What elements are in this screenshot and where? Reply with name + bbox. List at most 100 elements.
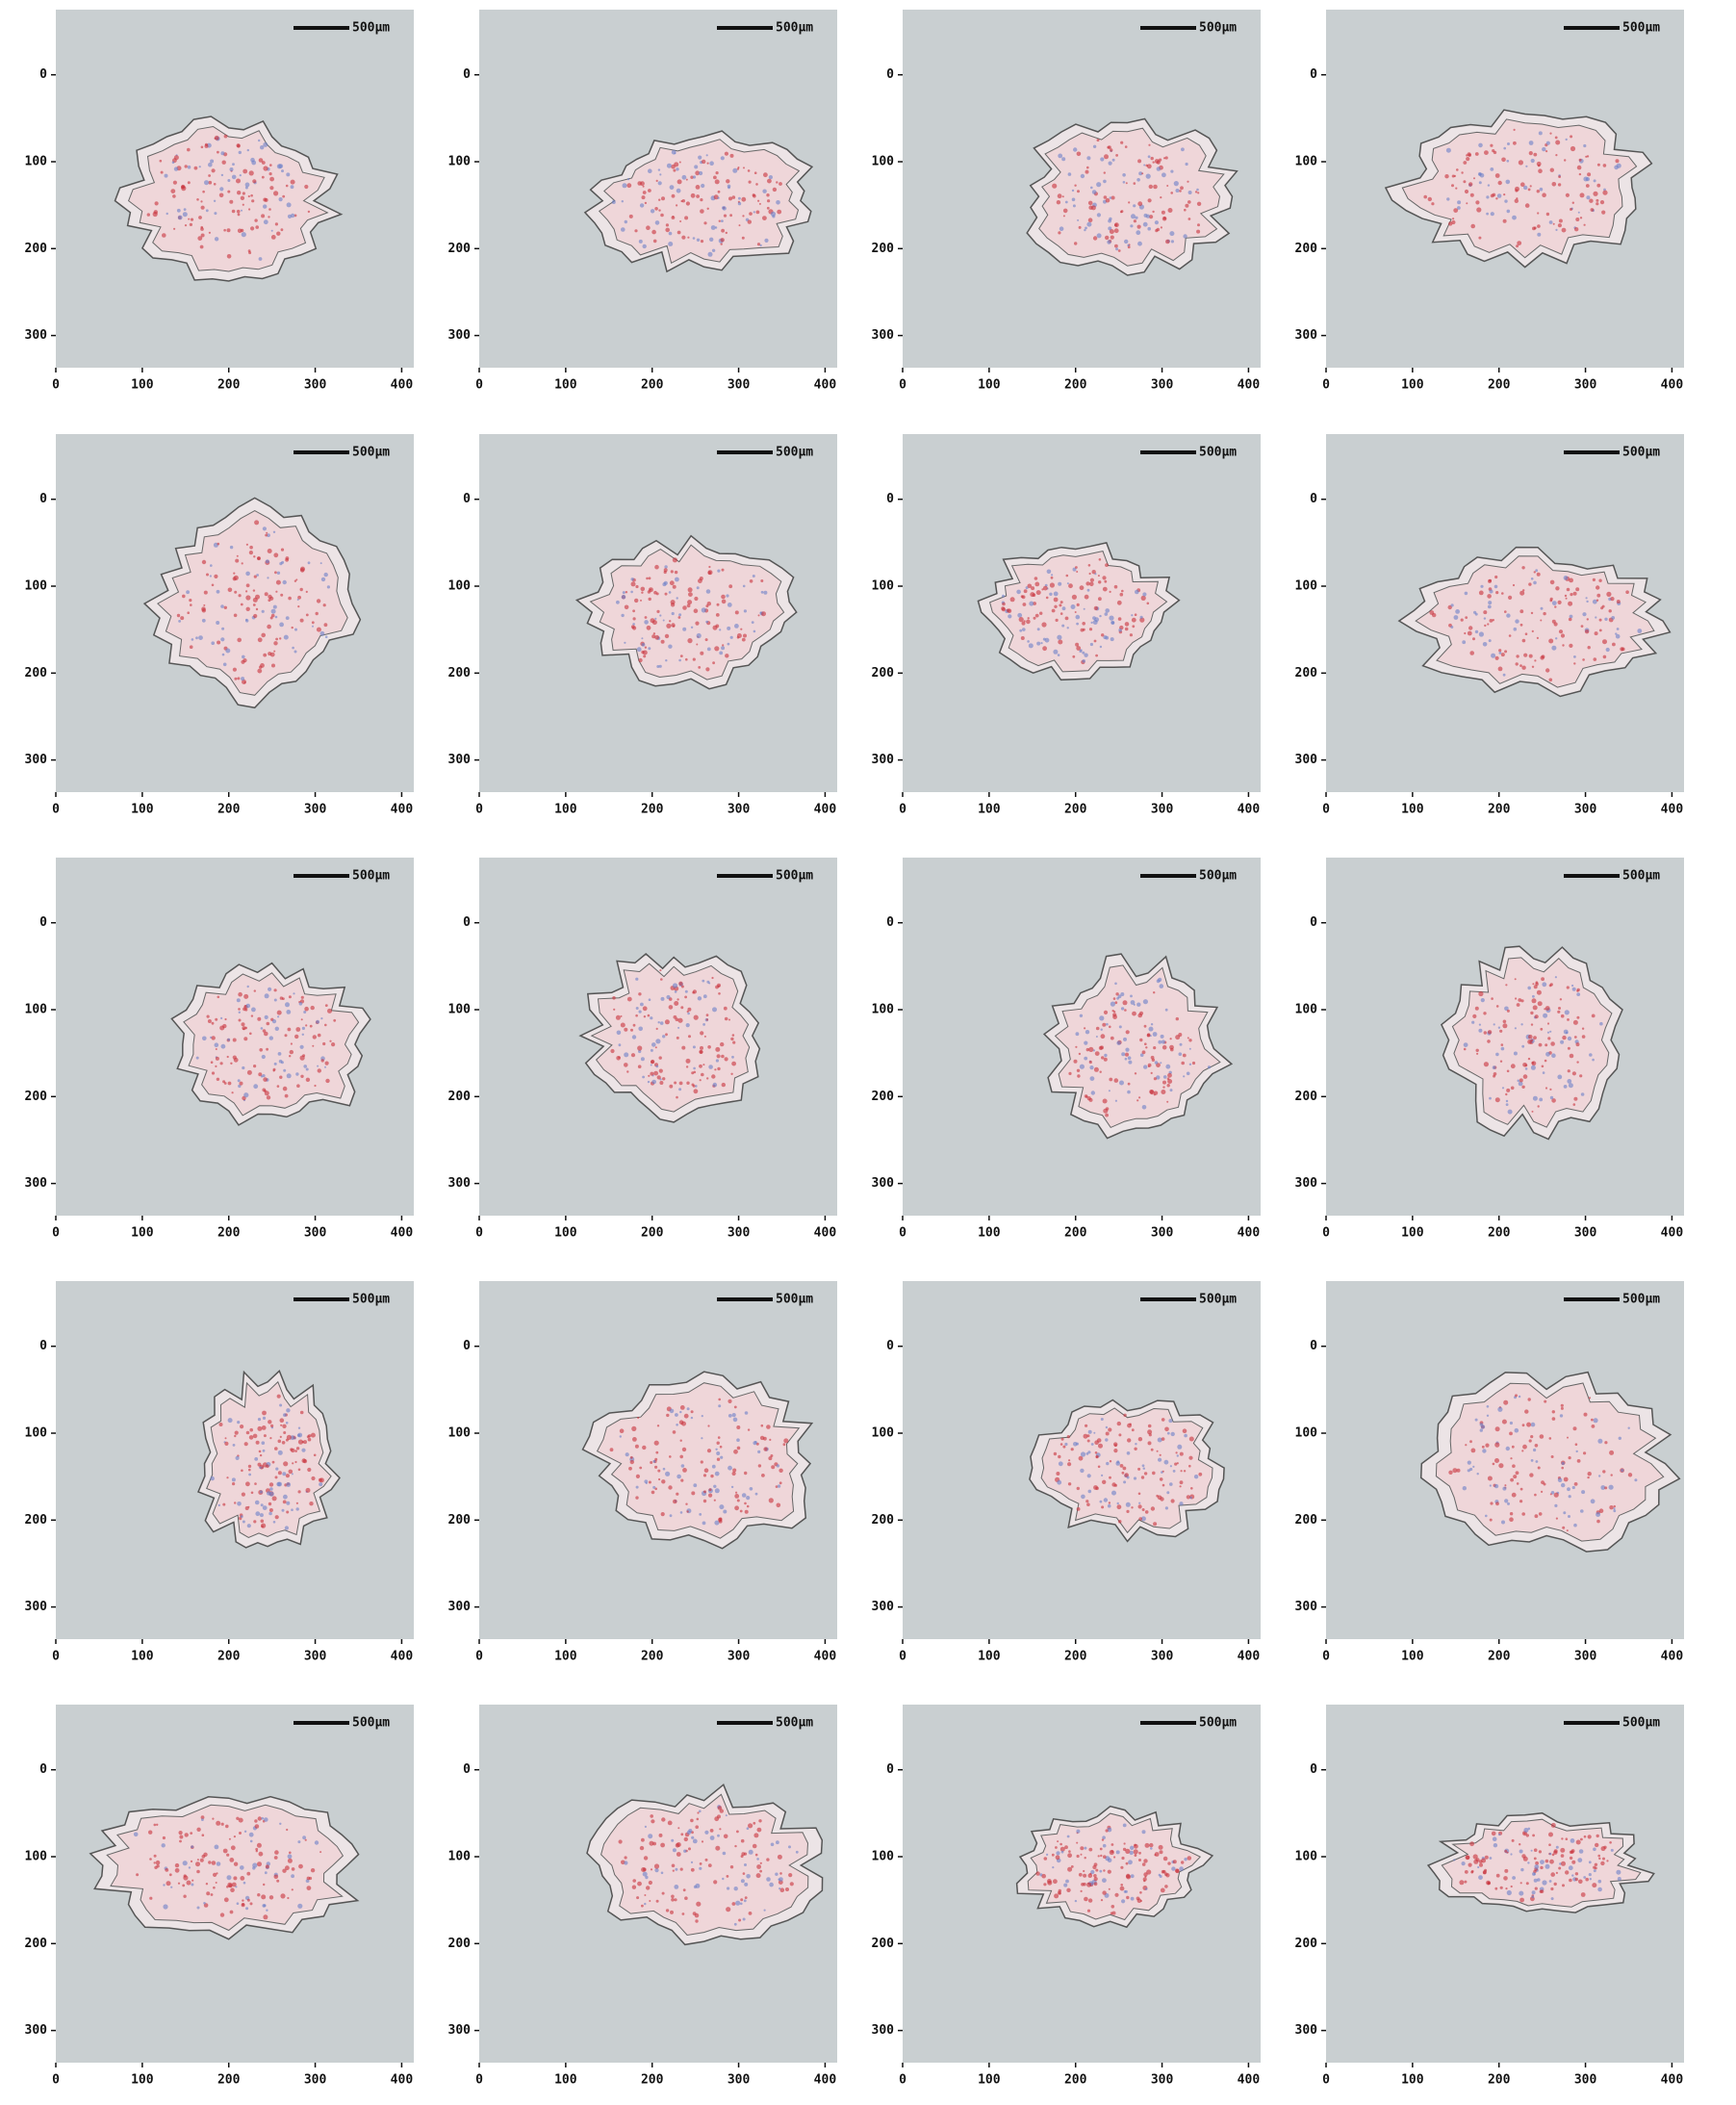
speckle [1160,1454,1162,1456]
speckle [196,1828,200,1832]
speckle [184,208,187,211]
speckle [1508,1110,1513,1115]
speckle [713,1485,716,1488]
speckle [1169,1045,1174,1050]
speckle [154,1824,157,1827]
speckle [1109,1078,1112,1082]
speckle [294,629,297,631]
speckle [297,1433,302,1438]
speckle [650,589,651,591]
speckle [1100,1071,1102,1073]
y-tick-label: 200 [448,1090,472,1104]
speckle [257,1843,262,1848]
speckle [254,1457,258,1461]
speckle [258,1816,262,1820]
speckle [1063,209,1068,214]
speckle [245,1907,248,1910]
speckle [1162,1484,1165,1487]
speckle [1058,582,1061,586]
speckle [1575,218,1579,221]
speckle [652,1486,655,1489]
speckle [1151,1056,1155,1060]
speckle [1114,585,1118,589]
speckle [762,190,766,193]
speckle [306,1488,311,1493]
speckle [1534,226,1537,229]
speckle [1089,1065,1093,1069]
speckle [307,1886,312,1890]
speckle [201,1818,204,1821]
y-tick-label: 300 [448,328,472,343]
speckle [242,1899,243,1901]
speckle [1525,166,1527,167]
speckle [726,232,728,234]
speckle [1162,1437,1165,1441]
speckle [1163,1857,1168,1861]
speckle [1103,1099,1108,1104]
speckle [1541,1480,1545,1484]
speckle [1110,591,1111,593]
speckle [240,1082,243,1086]
speckle [1061,157,1065,161]
x-tick-label: 100 [131,1650,154,1664]
speckle [1506,1447,1510,1450]
x-tick-label: 0 [475,803,483,817]
speckle [1091,622,1093,624]
speckle [1135,1443,1136,1445]
y-tick-label: 100 [1295,1850,1318,1864]
speckle [661,1817,665,1821]
speckle [651,1868,652,1870]
y-tick-label: 100 [448,1850,472,1864]
panel: 500µm01002003004000100200300 [448,434,837,817]
speckle [1118,1520,1122,1524]
speckle [683,1850,686,1853]
y-tick-label: 200 [1295,1090,1318,1104]
speckle [656,1900,659,1903]
speckle [308,1438,312,1442]
speckle [1040,642,1042,644]
speckle [1056,619,1059,622]
speckle [1597,1855,1600,1858]
speckle [660,214,664,218]
speckle [645,1826,647,1828]
speckle [241,196,244,200]
y-tick-label: 0 [886,1339,894,1353]
speckle [660,978,663,981]
speckle [1550,580,1555,585]
x-tick-label: 200 [1064,2073,1087,2088]
speckle [1087,1910,1090,1912]
speckle [732,1413,736,1417]
speckle [1080,1014,1083,1017]
speckle [705,604,708,607]
speckle [1097,213,1101,217]
speckle [292,1888,294,1890]
speckle [235,1431,239,1435]
speckle [1501,1043,1504,1046]
speckle [237,1902,240,1905]
speckle [180,616,184,620]
speckle [247,1899,250,1902]
speckle [671,165,676,169]
speckle [1110,196,1112,199]
speckle [1065,201,1068,204]
speckle [730,154,734,158]
speckle [1075,643,1079,647]
speckle [674,1082,677,1085]
speckle [292,1462,294,1464]
speckle [632,609,635,612]
speckle [286,1408,290,1412]
speckle [1487,594,1492,599]
speckle [1165,1873,1169,1877]
speckle [1128,1083,1131,1086]
speckle [264,1090,267,1092]
speckle [1152,1472,1156,1476]
speckle [1177,1454,1179,1456]
speckle [1555,137,1558,140]
speckle [1595,631,1598,635]
speckle [1149,1027,1154,1032]
speckle [1596,600,1598,602]
speckle [702,607,706,612]
speckle [1149,1433,1152,1436]
speckle [753,211,755,213]
speckle [748,219,752,223]
